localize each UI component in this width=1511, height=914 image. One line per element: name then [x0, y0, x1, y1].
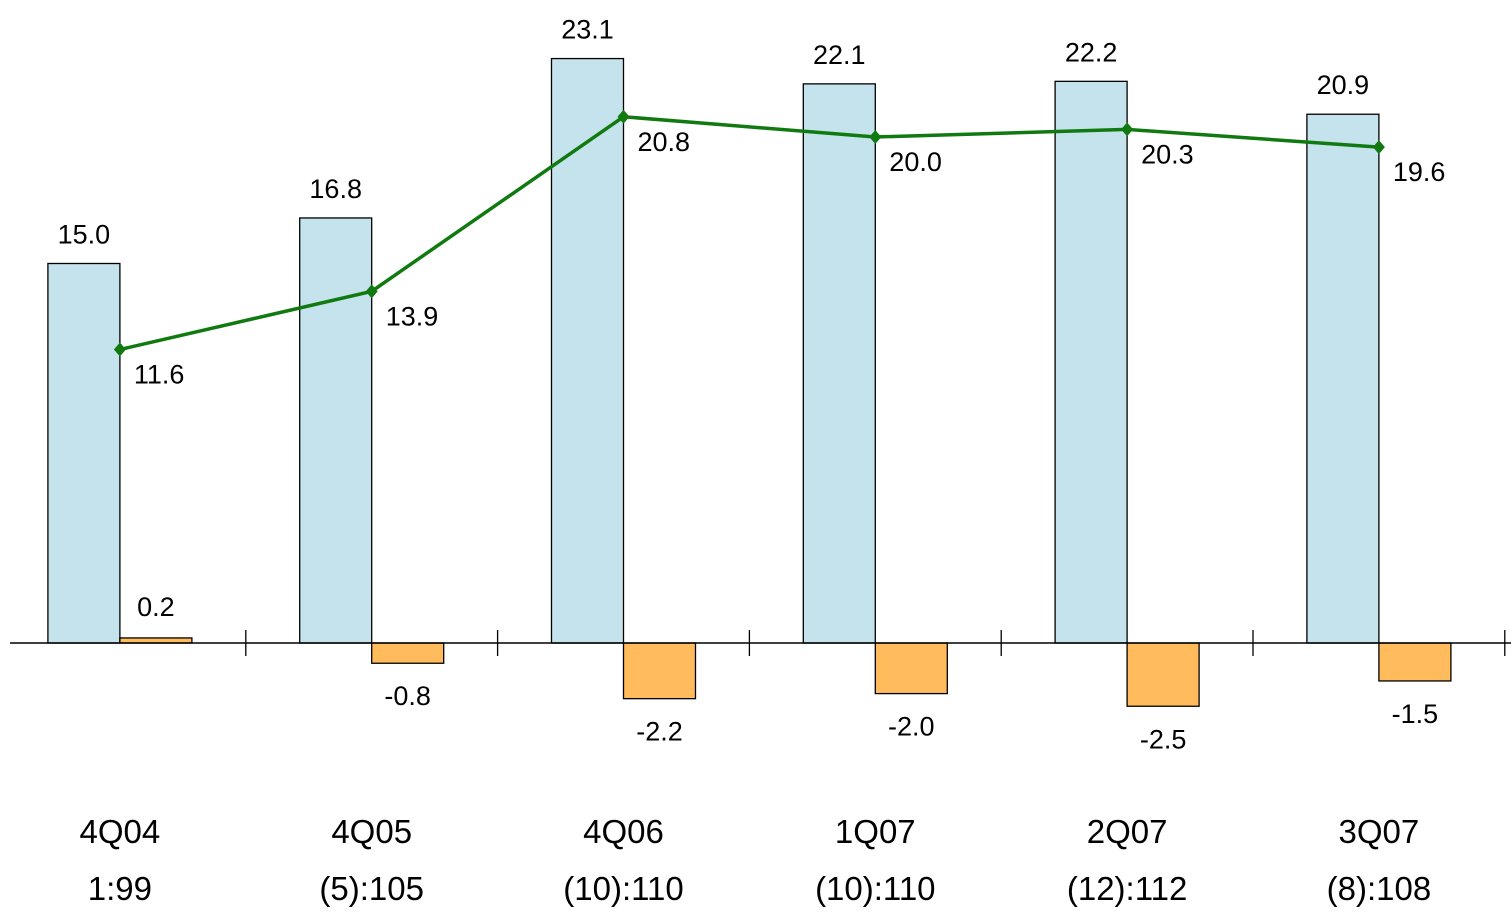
x-axis-ticks [245, 630, 1506, 656]
data-label-a: 20.9 [1317, 70, 1370, 100]
data-label-b: -2.5 [1140, 724, 1187, 754]
bar-b-4Q06 [622, 642, 697, 700]
data-label-b: -0.8 [384, 681, 431, 711]
bar-b-2Q07 [1126, 642, 1200, 707]
data-label-b: -2.2 [636, 717, 683, 747]
data-label-line: 20.3 [1141, 139, 1194, 169]
series-b-bars [119, 637, 1452, 707]
category-label: 4Q05 [331, 813, 412, 850]
category-label: 3Q07 [1339, 813, 1420, 850]
category-labels: 4Q04 1:99 4Q05 (5):105 4Q06 (10):110 1Q07 (10):… [80, 813, 1432, 907]
data-label-line: 20.0 [889, 147, 942, 177]
data-label-b: 0.2 [137, 592, 175, 622]
data-label-line: 19.6 [1393, 157, 1446, 187]
bar-b-4Q05 [371, 642, 445, 664]
data-labels: 15.0 0.2 16.8 -0.8 23.1 -2.2 22.1 -2.0 22.2 -2.5 2… [58, 15, 1446, 755]
category-sublabel: (12):112 [1067, 870, 1187, 907]
line-point [869, 130, 882, 144]
line-point [113, 342, 126, 357]
category-sublabel: (10):110 [563, 870, 683, 907]
data-label-b: -2.0 [888, 712, 935, 742]
bar-b-3Q07 [1378, 642, 1452, 682]
category-sublabel: (8):108 [1327, 870, 1432, 907]
data-label-b: -1.5 [1392, 699, 1439, 729]
bar-a-4Q04 [47, 262, 121, 644]
data-label-a: 22.2 [1065, 37, 1118, 67]
line-point [365, 284, 378, 299]
bar-a-3Q07 [1306, 113, 1380, 644]
line-point [1121, 122, 1134, 137]
data-label-a: 15.0 [58, 220, 111, 250]
data-label-a: 16.8 [309, 174, 362, 204]
series-a-bars [47, 57, 1380, 644]
category-label: 2Q07 [1087, 813, 1168, 850]
bar-b-1Q07 [874, 642, 948, 695]
category-label: 4Q06 [583, 813, 664, 850]
data-label-a: 23.1 [561, 15, 614, 45]
series-line [113, 109, 1385, 357]
line-point [1372, 140, 1385, 155]
bar-a-2Q07 [1054, 80, 1128, 644]
bar-b-4Q04 [119, 637, 193, 644]
category-label: 1Q07 [835, 813, 916, 850]
category-sublabel: (10):110 [815, 870, 935, 907]
category-label: 4Q04 [80, 813, 161, 850]
data-label-a: 22.1 [813, 40, 866, 70]
data-label-line: 13.9 [386, 301, 439, 331]
line-path [119, 114, 1380, 352]
bar-a-1Q07 [802, 83, 876, 644]
bar-a-4Q06 [550, 57, 625, 644]
line-point [617, 109, 630, 124]
data-label-line: 11.6 [134, 360, 185, 390]
bar-a-4Q05 [299, 217, 373, 644]
category-sublabel: (5):105 [319, 870, 424, 907]
category-sublabel: 1:99 [88, 870, 152, 907]
data-label-line: 20.8 [638, 127, 691, 157]
